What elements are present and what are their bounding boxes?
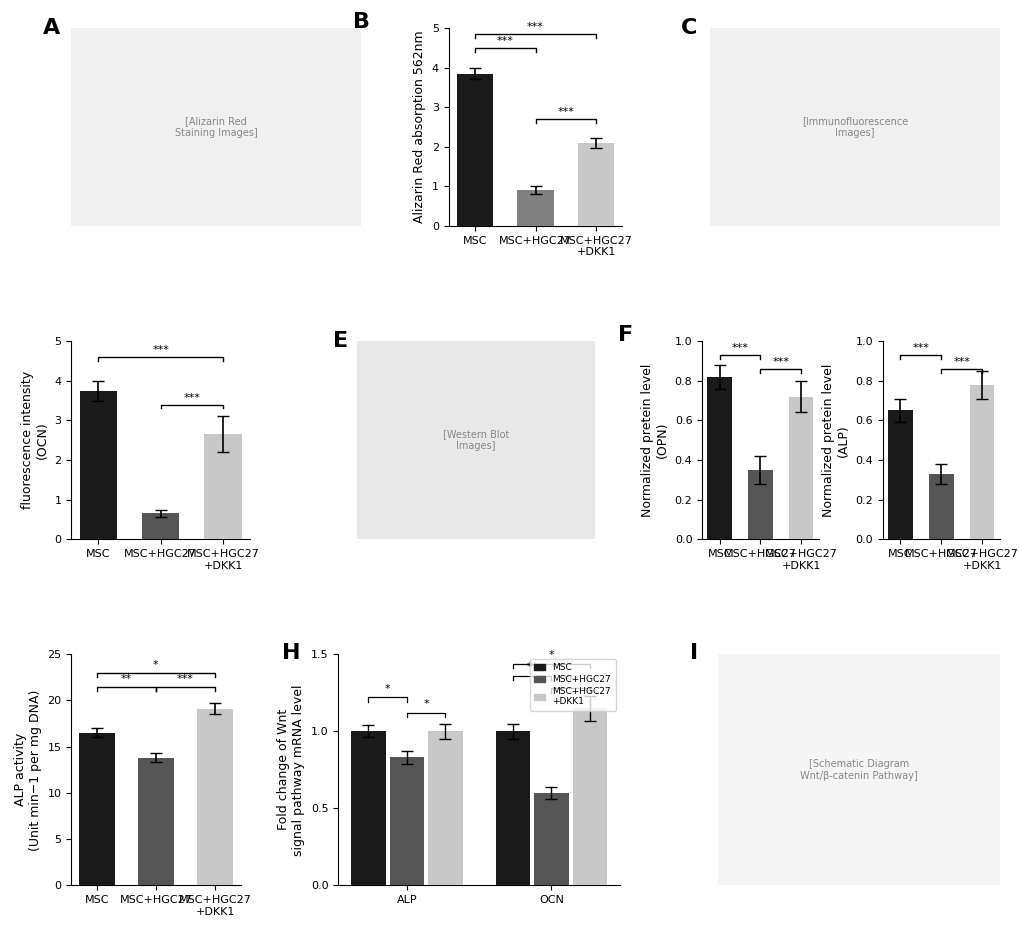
Text: C: C	[681, 18, 697, 38]
Text: ***: ***	[561, 675, 579, 685]
Bar	[142, 514, 179, 540]
Y-axis label: Normalized pretein level
(ALP): Normalized pretein level (ALP)	[821, 363, 849, 517]
Text: *: *	[548, 650, 553, 660]
Text: I: I	[689, 643, 697, 663]
Text: ***: ***	[556, 107, 574, 117]
Y-axis label: Alizarin Red absorption 562nm: Alizarin Red absorption 562nm	[413, 31, 426, 224]
Text: [Alizarin Red
Staining Images]: [Alizarin Red Staining Images]	[174, 116, 257, 138]
Y-axis label: Fold change of Wnt
signal pathway mRNA level: Fold change of Wnt signal pathway mRNA l…	[277, 684, 305, 856]
Text: *: *	[384, 684, 390, 694]
Bar	[517, 190, 553, 226]
Bar	[457, 74, 492, 226]
Text: ***: ***	[496, 35, 514, 46]
Bar	[888, 410, 912, 540]
Text: *: *	[423, 699, 429, 709]
Text: B: B	[353, 12, 370, 32]
Bar	[534, 793, 569, 885]
Bar	[389, 758, 424, 885]
Bar	[969, 385, 994, 540]
Text: ***: ***	[152, 345, 169, 355]
Text: E: E	[333, 331, 347, 351]
Bar	[204, 434, 242, 540]
Text: H: H	[281, 643, 300, 663]
Text: F: F	[618, 325, 633, 345]
Text: *: *	[153, 661, 159, 670]
Y-axis label: Normalized pretein level
(OPN): Normalized pretein level (OPN)	[641, 363, 668, 517]
Text: ***: ***	[953, 357, 969, 367]
Bar	[748, 470, 772, 540]
Text: [Schematic Diagram
Wnt/β-catenin Pathway]: [Schematic Diagram Wnt/β-catenin Pathway…	[799, 759, 917, 781]
Bar	[789, 397, 813, 540]
Bar	[572, 708, 606, 885]
Bar	[707, 377, 732, 540]
Text: ***: ***	[183, 392, 200, 403]
Text: **: **	[526, 663, 537, 672]
Text: A: A	[43, 18, 60, 38]
Text: **: **	[120, 675, 131, 684]
Text: ***: ***	[177, 675, 194, 684]
Text: ***: ***	[771, 357, 789, 367]
Legend: MSC, MSC+HGC27, MSC+HGC27
+DKK1: MSC, MSC+HGC27, MSC+HGC27 +DKK1	[529, 659, 614, 710]
Bar	[928, 473, 953, 540]
Y-axis label: ALP activity
(Unit min−1 per mg DNA): ALP activity (Unit min−1 per mg DNA)	[14, 689, 42, 851]
Bar	[139, 758, 173, 885]
Bar	[351, 732, 385, 885]
Bar	[495, 732, 530, 885]
Bar	[79, 391, 117, 540]
Bar	[79, 733, 114, 885]
Bar	[428, 732, 463, 885]
Text: [Western Blot
Images]: [Western Blot Images]	[442, 430, 508, 451]
Bar	[578, 143, 613, 226]
Text: ***: ***	[731, 343, 748, 353]
Text: ***: ***	[527, 22, 543, 32]
Text: ***: ***	[912, 343, 928, 353]
Y-axis label: fluorescence intensity
(OCN): fluorescence intensity (OCN)	[21, 371, 49, 509]
Bar	[197, 709, 232, 885]
Text: [Immunofluorescence
Images]: [Immunofluorescence Images]	[801, 116, 907, 138]
